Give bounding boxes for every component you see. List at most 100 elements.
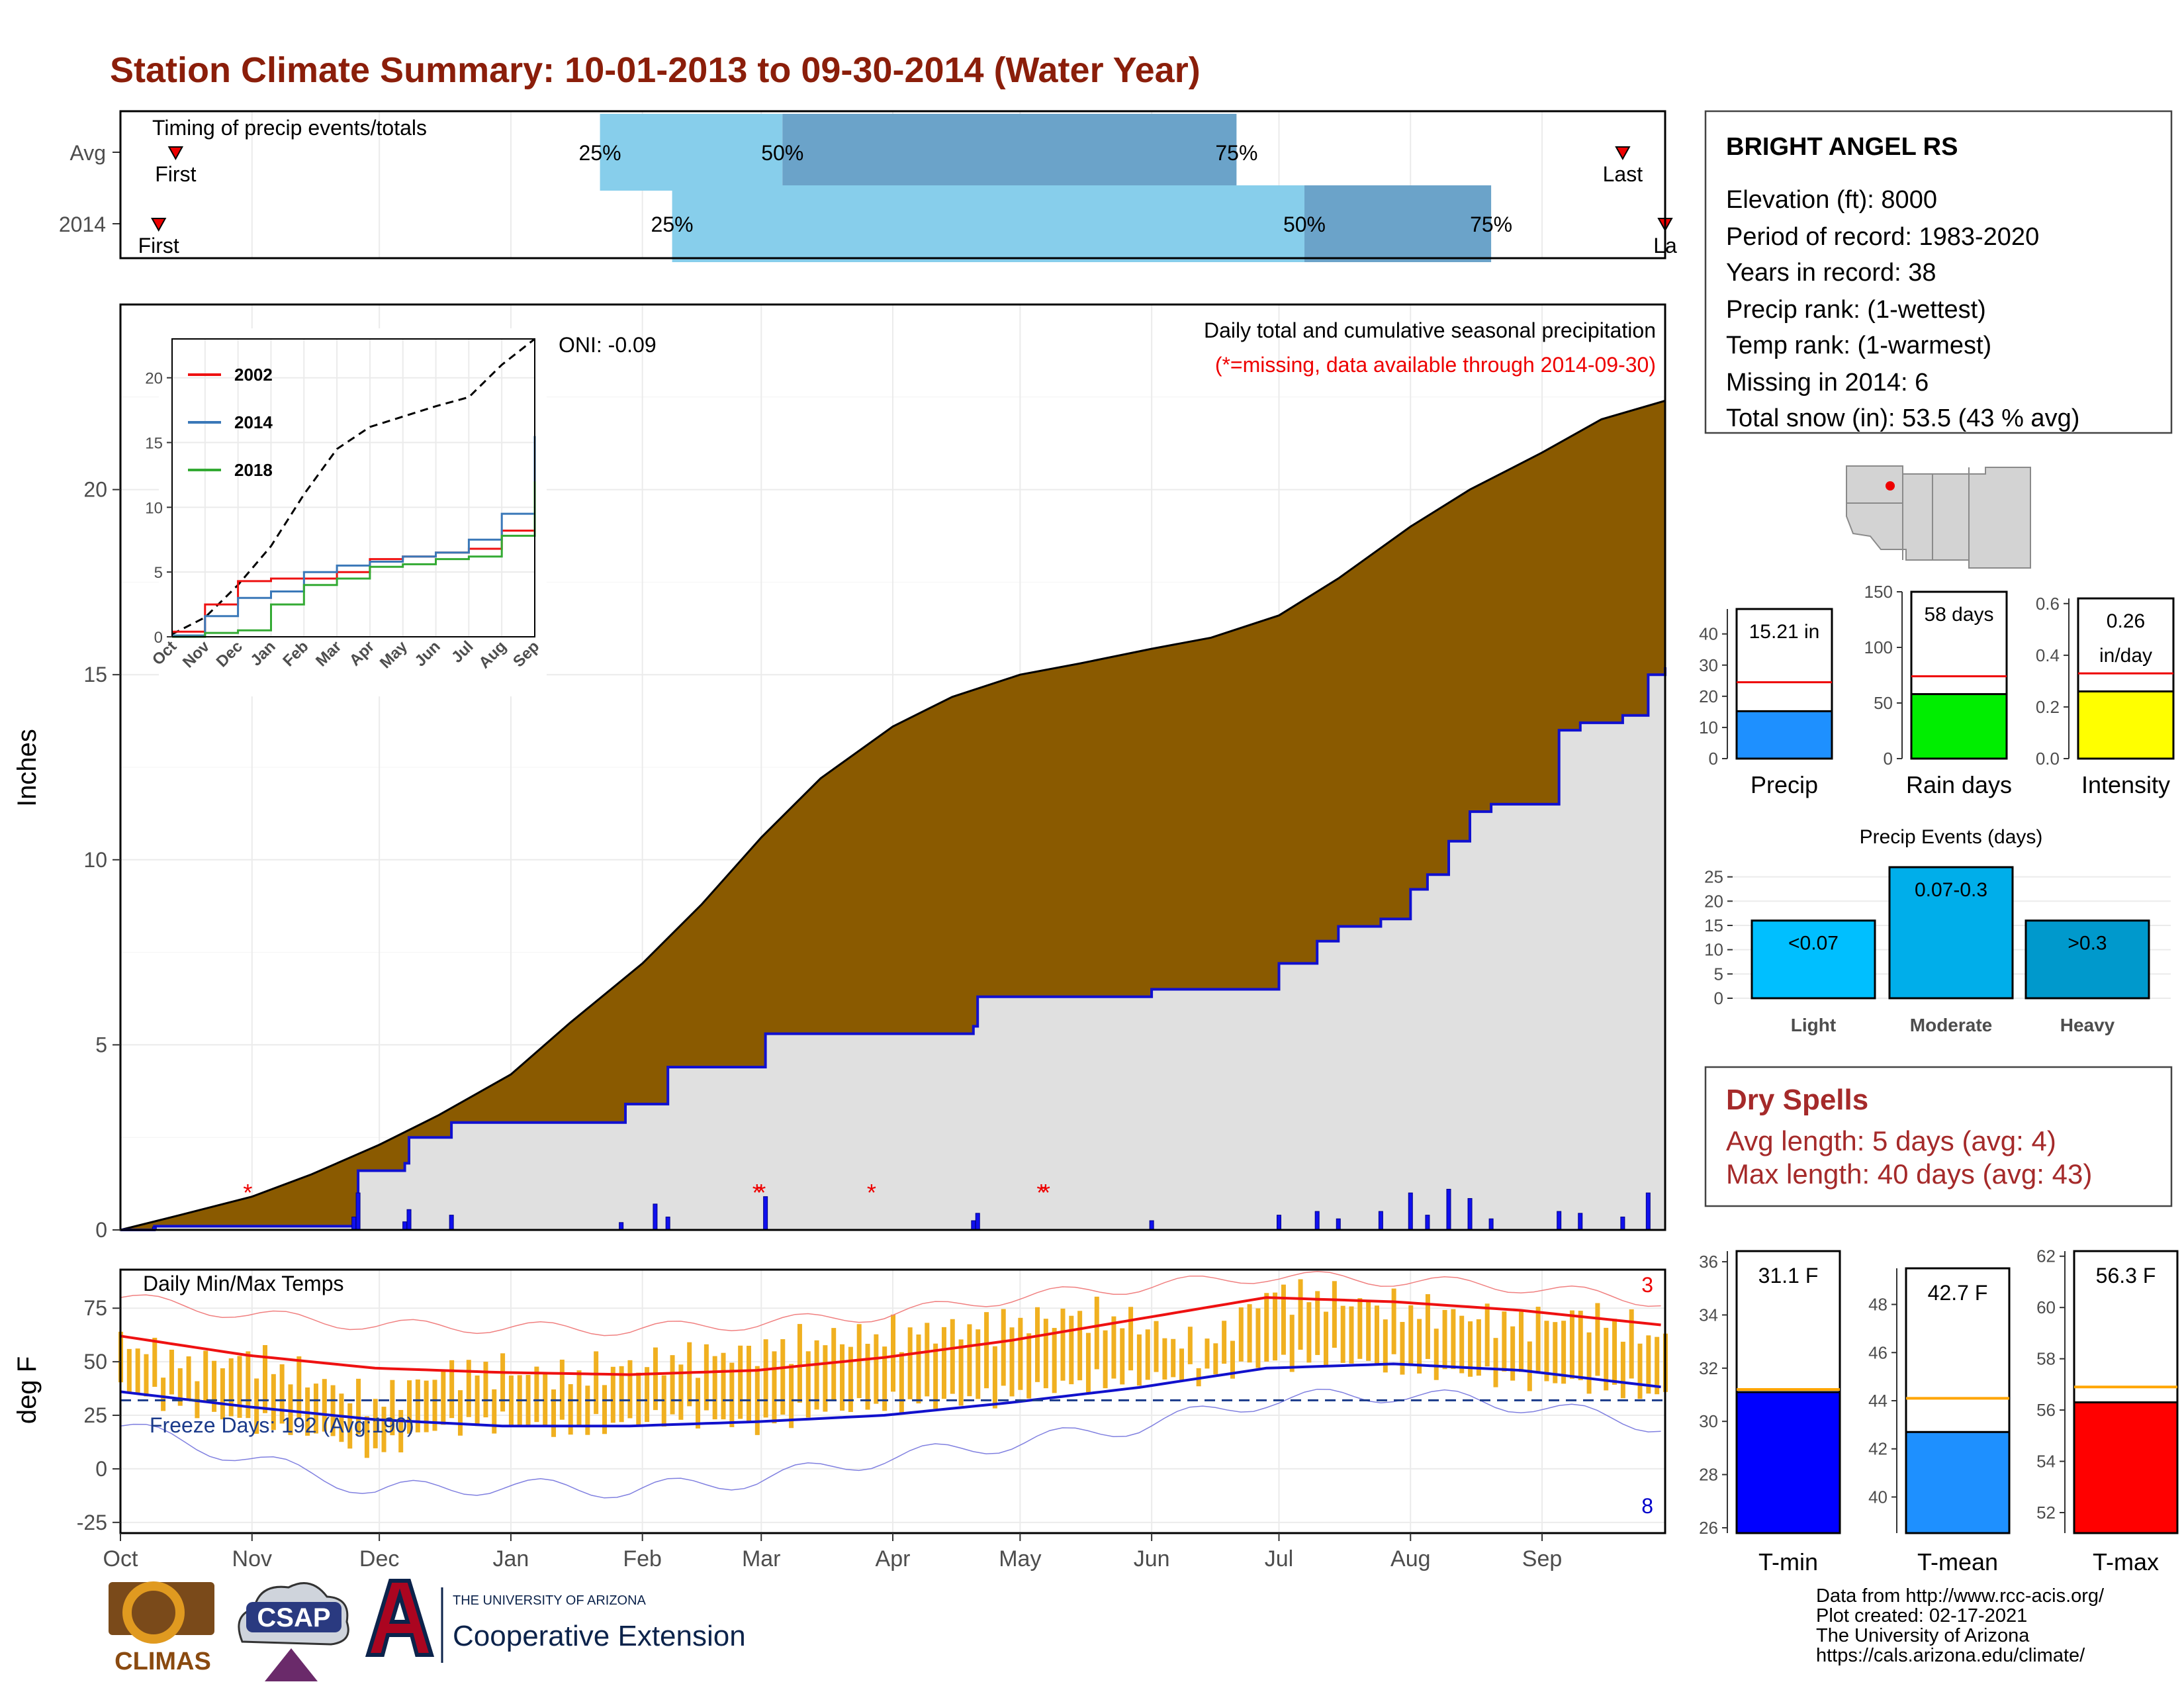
inset-series-line-2018: [172, 481, 536, 638]
daily-temp-bar: [1213, 1343, 1218, 1375]
daily-temp-bar: [865, 1344, 870, 1410]
last-event-marker: [1615, 146, 1631, 161]
daily-temp-bar: [1340, 1305, 1345, 1363]
logos: CLIMAS CSAP THE UNIVERSITY OF ARIZONA Co…: [109, 1579, 746, 1681]
daily-temp-bar: [976, 1329, 981, 1399]
temp-summary-y-tick-label: 34: [1699, 1305, 1718, 1325]
daily-temp-bar: [1077, 1311, 1083, 1381]
event-bar: [2025, 919, 2150, 1000]
daily-temp-bar: [763, 1339, 768, 1418]
map-station-marker: [1886, 481, 1895, 491]
daily-temp-bar: [475, 1375, 480, 1427]
temp-summary-name: T-mean: [1917, 1548, 1998, 1575]
daily-precip-bar: [1336, 1218, 1341, 1231]
summary-y-tick-label: 50: [1874, 693, 1893, 713]
missing-data-marker: *: [867, 1179, 876, 1206]
temp-summary-y-tick-label: 28: [1699, 1465, 1718, 1485]
daily-temp-bar: [381, 1407, 387, 1452]
precip-plot-layer: * ** * **: [120, 305, 1666, 1231]
timing-q50-label: 50%: [1283, 212, 1326, 236]
temp-summary-name: T-max: [2093, 1548, 2159, 1575]
daily-temp-bar: [678, 1364, 684, 1420]
summary-bar-unit-label: in/day: [2099, 645, 2152, 667]
dry-spells-box: Dry Spells Avg length: 5 days (avg: 4) M…: [1704, 1066, 2173, 1207]
daily-temp-bar: [1357, 1298, 1363, 1359]
inset-series-line-avg: [171, 338, 535, 635]
daily-temp-bar: [415, 1379, 420, 1432]
daily-temp-bar: [941, 1327, 946, 1399]
daily-temp-bar: [1425, 1294, 1430, 1359]
temps-x-tick-label: Jan: [492, 1546, 529, 1571]
daily-temp-bar: [1604, 1327, 1609, 1391]
daily-temp-bar: [933, 1343, 938, 1409]
daily-temp-bar: [1612, 1319, 1617, 1385]
daily-temp-bar: [1043, 1319, 1048, 1389]
daily-temp-bar: [729, 1362, 735, 1427]
daily-temp-bar: [466, 1360, 471, 1417]
daily-temp-bar: [1510, 1326, 1516, 1381]
events-y-tick-label: 20: [1704, 891, 1723, 911]
daily-temp-bar: [1306, 1302, 1312, 1363]
daily-temp-bar: [398, 1410, 404, 1453]
daily-precip-bar: [1645, 1192, 1651, 1231]
first-event-label: First: [155, 162, 196, 186]
daily-temp-bar: [1154, 1321, 1159, 1372]
summary-bar-name: Intensity: [2081, 771, 2170, 798]
record-low-count: 8: [1641, 1494, 1653, 1518]
daily-temp-bar: [1085, 1333, 1091, 1393]
daily-temp-bar: [237, 1356, 242, 1418]
event-bar-label: <0.07: [1788, 933, 1839, 955]
temps-x-tick-label: Jun: [1134, 1546, 1170, 1571]
daily-temp-bar: [602, 1385, 607, 1434]
summary-y-tick-label: 0.4: [2036, 645, 2060, 665]
daily-temp-bar: [220, 1368, 225, 1420]
daily-temp-bar: [1417, 1319, 1422, 1374]
map-state-borders: [1846, 467, 1970, 568]
daily-precip-bar: [1488, 1218, 1494, 1231]
temp-summary-y-tick-label: 42: [1868, 1439, 1888, 1459]
temps-x-tick-label: Dec: [359, 1546, 399, 1571]
station-snow: Total snow (in): 53.5 (43 % avg): [1726, 404, 2079, 432]
daily-precip-bar: [619, 1222, 624, 1231]
inset-y-tick-label: 15: [145, 435, 163, 453]
daily-precip-bar: [971, 1220, 976, 1231]
daily-temp-bar: [1230, 1340, 1235, 1379]
event-category-label: Moderate: [1910, 1015, 1992, 1035]
daily-temp-bar: [992, 1346, 997, 1409]
temps-y-tick-label: 50: [83, 1350, 107, 1374]
freeze-days-label: Freeze Days: 192 (Avg:190): [150, 1413, 414, 1437]
missing-data-marker: *: [243, 1179, 252, 1206]
daily-temp-bar: [1035, 1307, 1040, 1382]
precip-events-title: Precip Events (days): [1860, 826, 2043, 848]
summary-y-tick-label: 0: [1884, 749, 1893, 769]
daily-temp-bar: [271, 1374, 276, 1430]
daily-temp-bar: [1094, 1296, 1099, 1370]
daily-precip-bar: [449, 1215, 454, 1231]
daily-temp-bar: [1459, 1315, 1465, 1374]
daily-precip-bar: [1277, 1215, 1281, 1231]
temperature-panel: -25 0 25 50 75 Oct Nov Dec Jan Feb Mar Apr May Jun Jul…: [13, 1268, 1668, 1571]
temp-summary-bars: 31.1 F 26 28 30 32 34 36 T-min 42.7 F 40 42 44 46 48 T…: [1699, 1246, 2179, 1575]
temp-summary-y-tick-label: 44: [1868, 1391, 1888, 1411]
daily-temp-bar: [356, 1378, 361, 1435]
daily-temp-bar: [950, 1319, 955, 1394]
daily-temp-bar: [1315, 1291, 1320, 1355]
inset-y-tick-label: 5: [154, 564, 163, 582]
credit-data-source: Data from http://www.rcc-acis.org/: [1816, 1585, 2105, 1607]
station-period: Period of record: 1983-2020: [1726, 223, 2039, 251]
temps-x-tick-label: May: [999, 1546, 1041, 1571]
temp-summary-y-tick-label: 40: [1868, 1487, 1888, 1507]
summary-y-tick-label: 100: [1864, 637, 1893, 657]
daily-temp-bar: [1502, 1311, 1507, 1372]
daily-temp-bar: [1400, 1322, 1405, 1375]
daily-precip-bar: [1467, 1197, 1473, 1231]
missing-data-marker: *: [756, 1179, 766, 1206]
daily-temp-bar: [279, 1364, 285, 1424]
daily-temp-bar: [441, 1370, 446, 1425]
temp-summary-y-tick-label: 58: [2036, 1349, 2056, 1369]
daily-temp-bar: [1026, 1333, 1032, 1399]
daily-temp-bar: [254, 1378, 259, 1434]
daily-precip-bar: [351, 1216, 357, 1231]
daily-temp-bar: [263, 1344, 268, 1413]
